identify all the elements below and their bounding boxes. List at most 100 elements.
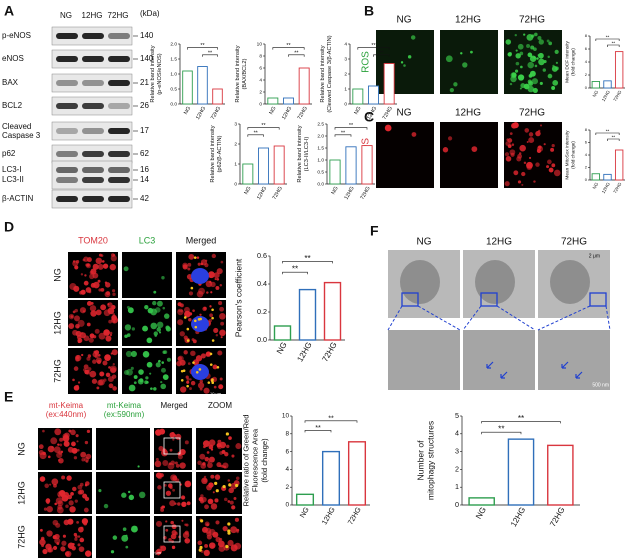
signal — [507, 138, 513, 143]
signal — [54, 502, 57, 506]
signal — [215, 334, 219, 337]
signal — [526, 43, 531, 48]
signal — [77, 535, 81, 538]
signal — [182, 497, 185, 500]
signal — [519, 144, 526, 152]
row-label: 72HG — [52, 359, 62, 383]
signal — [74, 354, 82, 362]
signal — [208, 271, 215, 279]
lane-label: NG — [60, 11, 72, 20]
signal — [511, 122, 517, 129]
signal — [77, 381, 81, 384]
blot-band — [56, 56, 78, 62]
sig-label: ** — [328, 413, 334, 422]
signal — [163, 313, 170, 319]
x-tick-label: 72HG — [360, 186, 372, 201]
signal — [516, 156, 522, 162]
signal — [215, 520, 220, 525]
signal — [210, 291, 213, 294]
signal — [547, 55, 550, 59]
y-tick-label: 2.0 — [317, 133, 324, 139]
signal — [552, 80, 559, 86]
kda-value: 16 — [140, 165, 149, 174]
signal — [169, 432, 176, 438]
sig-label: ** — [606, 35, 610, 40]
signal — [139, 378, 144, 383]
bar — [182, 70, 193, 105]
signal — [123, 266, 129, 272]
blot-row-label: LC3-II — [2, 175, 24, 184]
signal — [103, 503, 109, 509]
signal — [60, 546, 66, 552]
column-label: NG — [397, 15, 412, 26]
coloc — [209, 363, 213, 366]
signal — [137, 465, 140, 468]
signal — [505, 39, 512, 45]
coloc — [228, 483, 232, 487]
panel-letter: C — [364, 109, 374, 125]
signal — [538, 58, 545, 66]
signal — [230, 482, 237, 490]
x-tick-label: 12HG — [509, 506, 527, 529]
y-axis-label: mitophagy structures — [426, 421, 436, 500]
y-tick-label: 0.5 — [170, 86, 177, 92]
y-axis-label: (Cleaved Caspase 3/β-ACTIN) — [327, 35, 333, 112]
signal — [185, 523, 189, 527]
signal — [74, 315, 80, 322]
signal — [528, 132, 534, 137]
blot-band — [82, 80, 104, 86]
em-zoom — [463, 330, 535, 390]
signal — [112, 289, 116, 293]
signal — [155, 457, 159, 461]
blot-band — [82, 167, 104, 173]
bar — [591, 81, 601, 89]
signal — [186, 380, 190, 384]
signal — [90, 268, 97, 275]
y-tick-label: 4 — [585, 152, 588, 157]
signal — [175, 464, 180, 468]
y-tick-label: 0 — [344, 101, 347, 107]
signal — [154, 334, 157, 337]
signal — [83, 368, 87, 372]
y-axis-label: Relative band intensity — [320, 45, 326, 102]
signal — [74, 534, 78, 539]
bar — [267, 97, 279, 105]
sig-bracket — [304, 420, 358, 423]
bar — [603, 80, 612, 89]
column-label: Merged — [186, 235, 217, 245]
signal — [219, 441, 227, 449]
signal — [533, 180, 536, 183]
bar — [273, 145, 285, 185]
signal — [217, 540, 225, 548]
roi-box — [589, 292, 607, 307]
signal — [200, 353, 206, 359]
signal — [515, 49, 518, 52]
signal — [142, 325, 149, 332]
signal — [535, 162, 540, 167]
sig-label: ** — [261, 123, 266, 129]
sig-label: ** — [518, 414, 525, 423]
signal — [107, 307, 115, 315]
signal — [128, 310, 132, 314]
row-label: NG — [52, 268, 62, 282]
signal — [162, 505, 166, 509]
signal — [110, 550, 115, 554]
y-axis-label: Relative band intensity — [297, 125, 303, 182]
signal — [101, 260, 105, 263]
signal — [108, 366, 111, 369]
signal — [200, 494, 204, 498]
signal — [532, 87, 538, 94]
signal — [186, 377, 190, 381]
kda-value: 62 — [140, 149, 149, 158]
y-tick-label: 1.0 — [317, 157, 324, 163]
signal — [63, 440, 70, 447]
signal — [128, 494, 135, 501]
sig-bracket — [334, 127, 368, 130]
x-tick-label: NG — [183, 106, 192, 116]
sig-label: ** — [371, 43, 376, 49]
signal — [67, 518, 74, 525]
signal — [529, 55, 537, 62]
sig-bracket — [202, 54, 218, 57]
signal — [81, 353, 84, 357]
y-tick-label: 2 — [585, 72, 588, 77]
